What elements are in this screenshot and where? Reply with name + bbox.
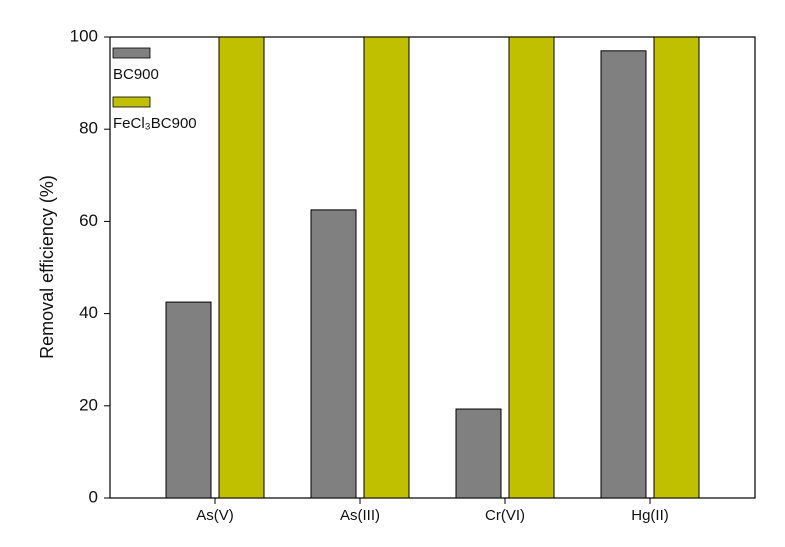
y-axis-label: Removal efficiency (%) [37, 175, 57, 359]
y-tick-label: 20 [79, 395, 98, 414]
plot-frame [109, 36, 756, 499]
bar [508, 36, 555, 499]
legend-label: BC900 [113, 66, 159, 83]
legend-swatch [112, 96, 151, 108]
bar [165, 301, 212, 499]
x-tick-label: As(V) [196, 507, 234, 524]
y-tick-label: 100 [70, 26, 98, 45]
x-tick-label: As(III) [340, 507, 380, 524]
y-tick-label: 0 [89, 487, 98, 506]
y-tick-label: 80 [79, 119, 98, 138]
bar [455, 408, 502, 499]
bar [653, 36, 700, 499]
x-tick-label: Cr(VI) [485, 507, 525, 524]
bar [363, 36, 410, 499]
bar [600, 50, 647, 499]
x-tick-label: Hg(II) [631, 507, 669, 524]
legend-swatch [112, 47, 151, 59]
y-tick-label: 40 [79, 303, 98, 322]
bar [310, 209, 357, 499]
bar [218, 36, 265, 499]
legend-label: FeCl₃BC900 [113, 115, 197, 132]
y-tick-label: 60 [79, 211, 98, 230]
